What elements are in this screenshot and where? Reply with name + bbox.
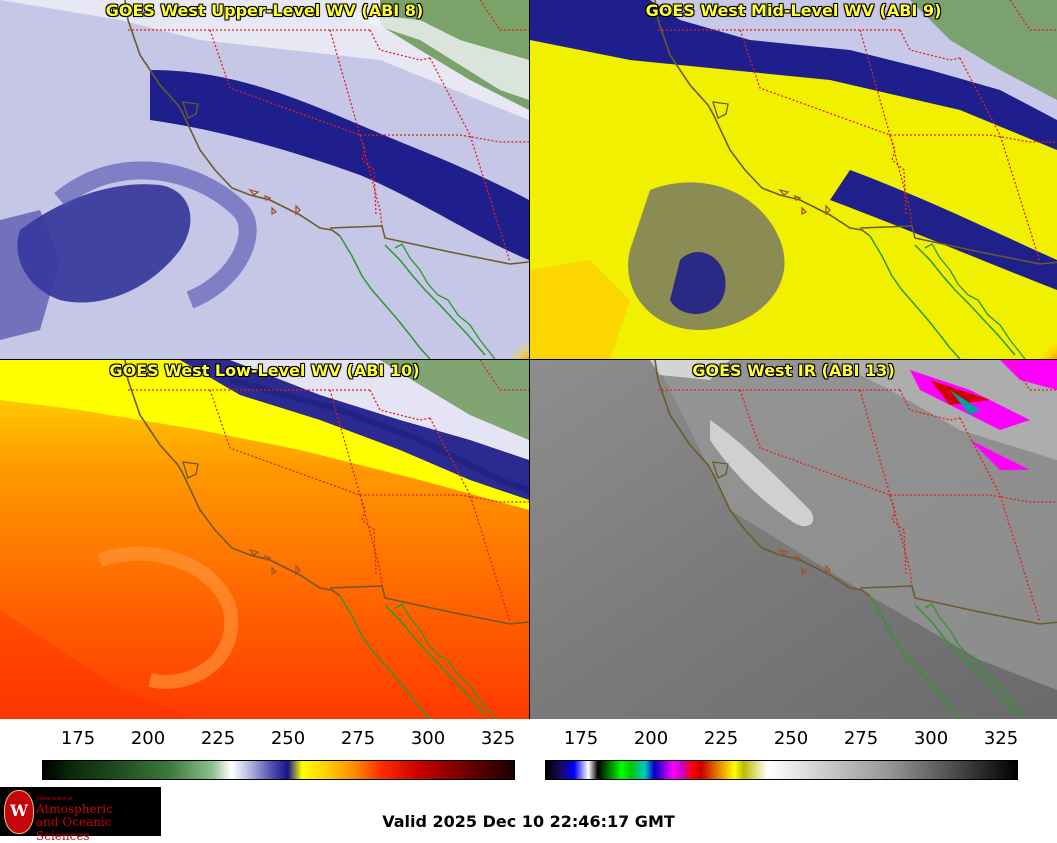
colorbar-wv-tick: 300 [410,728,446,749]
panel-upper-level-wv: GOES West Upper-Level WV (ABI 8) [0,0,529,359]
colorbar-ir-tick: 250 [773,728,809,749]
colorbar-ir-tick: 325 [983,728,1019,749]
panel-divider-horizontal [0,359,1057,360]
colorbar-wv-tick: 325 [480,728,516,749]
logo-department-label: Department of [36,796,73,802]
panel-title: GOES West IR (ABI 13) [692,361,895,380]
uw-crest-letter: W [10,801,28,820]
colorbar-ir-tick: 275 [843,728,879,749]
panel-ir: GOES West IR (ABI 13) [530,360,1057,719]
colorbar-ir-tick: 300 [913,728,949,749]
logo-line-1: Atmospheric [36,802,113,816]
panel-mid-level-wv: GOES West Mid-Level WV (ABI 9) [530,0,1057,359]
colorbar-infrared [545,760,1018,780]
aos-logo: W Department of Atmospheric and Oceanic … [0,787,161,843]
colorbar-wv-tick: 225 [200,728,236,749]
colorbar-ir-tick: 200 [633,728,669,749]
colorbar-wv-tick: 175 [60,728,96,749]
panel-low-level-wv: GOES West Low-Level WV (ABI 10) [0,360,529,719]
panel-title: GOES West Low-Level WV (ABI 10) [109,361,420,380]
colorbar-water-vapor [42,760,515,780]
colorbar-wv-tick: 200 [130,728,166,749]
uw-crest-icon [4,790,34,834]
colorbar-wv-tick: 250 [270,728,306,749]
valid-time: Valid 2025 Dec 10 22:46:17 GMT [382,812,675,831]
panel-title: GOES West Upper-Level WV (ABI 8) [105,1,424,20]
colorbar-wv-tick: 275 [340,728,376,749]
colorbar-ir-tick: 225 [703,728,739,749]
panel-title: GOES West Mid-Level WV (ABI 9) [645,1,942,20]
colorbar-ir-tick: 175 [563,728,599,749]
